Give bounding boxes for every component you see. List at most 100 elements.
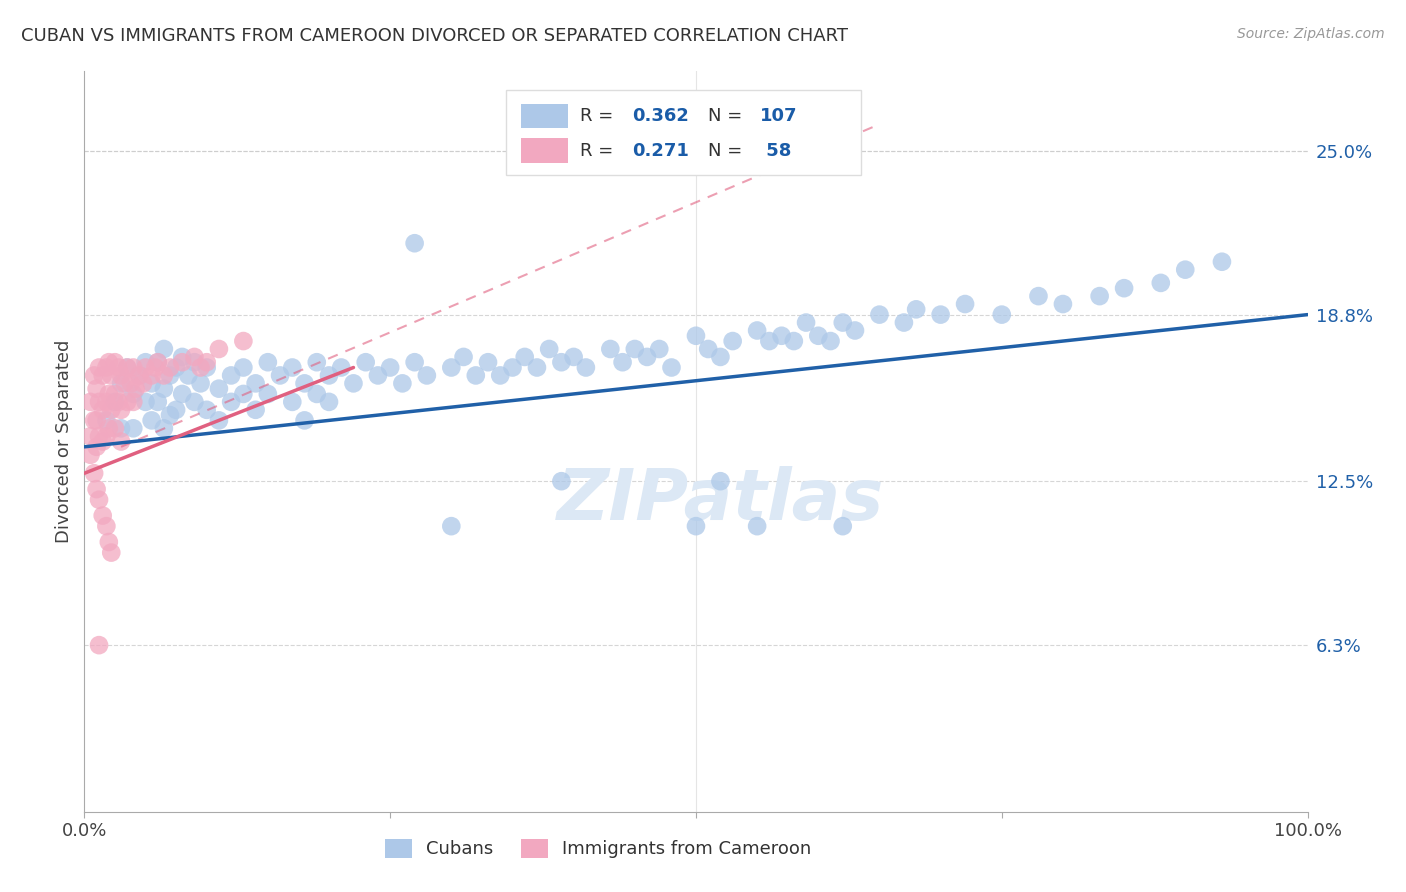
Point xyxy=(153,368,176,383)
Point xyxy=(128,368,150,383)
Point xyxy=(128,368,150,383)
Text: 0.271: 0.271 xyxy=(633,142,689,160)
Point xyxy=(97,355,120,369)
Point xyxy=(146,395,169,409)
Point xyxy=(104,395,127,409)
Point xyxy=(115,360,138,375)
Point xyxy=(122,395,145,409)
Point xyxy=(245,402,267,417)
Point xyxy=(183,355,205,369)
Point xyxy=(100,368,122,383)
Point xyxy=(219,395,242,409)
Point xyxy=(110,402,132,417)
Point xyxy=(159,360,181,375)
Point xyxy=(416,368,439,383)
Point xyxy=(153,342,176,356)
Legend: Cubans, Immigrants from Cameroon: Cubans, Immigrants from Cameroon xyxy=(378,832,818,865)
Point xyxy=(96,360,118,375)
Point xyxy=(87,360,110,375)
Y-axis label: Divorced or Separated: Divorced or Separated xyxy=(55,340,73,543)
Text: R =: R = xyxy=(579,142,619,160)
Point xyxy=(440,519,463,533)
Point xyxy=(104,387,127,401)
Point xyxy=(232,360,254,375)
Point xyxy=(232,334,254,348)
Point xyxy=(550,474,572,488)
Point xyxy=(758,334,780,348)
Point xyxy=(135,355,157,369)
Point xyxy=(83,413,105,427)
Point xyxy=(721,334,744,348)
Point xyxy=(79,448,101,462)
Text: CUBAN VS IMMIGRANTS FROM CAMEROON DIVORCED OR SEPARATED CORRELATION CHART: CUBAN VS IMMIGRANTS FROM CAMEROON DIVORC… xyxy=(21,27,848,45)
Point xyxy=(153,382,176,396)
Point xyxy=(330,360,353,375)
Point xyxy=(844,324,866,338)
Point xyxy=(807,328,830,343)
Point xyxy=(1028,289,1050,303)
Point xyxy=(770,328,793,343)
Point xyxy=(208,342,231,356)
Point xyxy=(404,236,426,251)
Point xyxy=(115,360,138,375)
Point xyxy=(257,355,280,369)
Point xyxy=(453,350,475,364)
Point xyxy=(195,360,218,375)
Point xyxy=(575,360,598,375)
Point xyxy=(96,413,118,427)
Point xyxy=(110,434,132,449)
Point xyxy=(820,334,842,348)
Point xyxy=(526,360,548,375)
Point xyxy=(172,355,194,369)
Point xyxy=(294,413,316,427)
Point xyxy=(110,368,132,383)
Point xyxy=(477,355,499,369)
Text: 58: 58 xyxy=(759,142,792,160)
Text: N =: N = xyxy=(709,142,748,160)
Point xyxy=(87,492,110,507)
Point xyxy=(96,519,118,533)
Point xyxy=(831,519,853,533)
Point xyxy=(440,360,463,375)
Point xyxy=(305,387,328,401)
Text: Source: ZipAtlas.com: Source: ZipAtlas.com xyxy=(1237,27,1385,41)
Point xyxy=(165,360,187,375)
Point xyxy=(165,402,187,417)
Point xyxy=(783,334,806,348)
Point xyxy=(120,376,142,391)
Text: 0.362: 0.362 xyxy=(633,107,689,125)
Point xyxy=(305,355,328,369)
Point xyxy=(380,360,402,375)
Point xyxy=(146,355,169,369)
Point xyxy=(245,376,267,391)
Point xyxy=(83,368,105,383)
Point xyxy=(1174,262,1197,277)
Text: R =: R = xyxy=(579,107,619,125)
Point xyxy=(107,395,129,409)
Point xyxy=(831,316,853,330)
Point xyxy=(391,376,413,391)
Point xyxy=(513,350,536,364)
Point xyxy=(697,342,720,356)
Point xyxy=(294,376,316,391)
Point xyxy=(115,395,138,409)
Point xyxy=(190,360,212,375)
Point xyxy=(612,355,634,369)
Point xyxy=(91,368,114,383)
Point xyxy=(257,387,280,401)
Point xyxy=(87,395,110,409)
Point xyxy=(747,519,769,533)
Point xyxy=(107,360,129,375)
Point xyxy=(232,387,254,401)
Point xyxy=(100,546,122,560)
Point xyxy=(709,350,731,364)
Point xyxy=(96,429,118,443)
Point xyxy=(91,434,114,449)
Point xyxy=(318,395,340,409)
Point xyxy=(550,355,572,369)
Text: ZIPatlas: ZIPatlas xyxy=(557,467,884,535)
Point xyxy=(91,508,114,523)
FancyBboxPatch shape xyxy=(522,103,568,128)
Point xyxy=(661,360,683,375)
Point xyxy=(110,421,132,435)
